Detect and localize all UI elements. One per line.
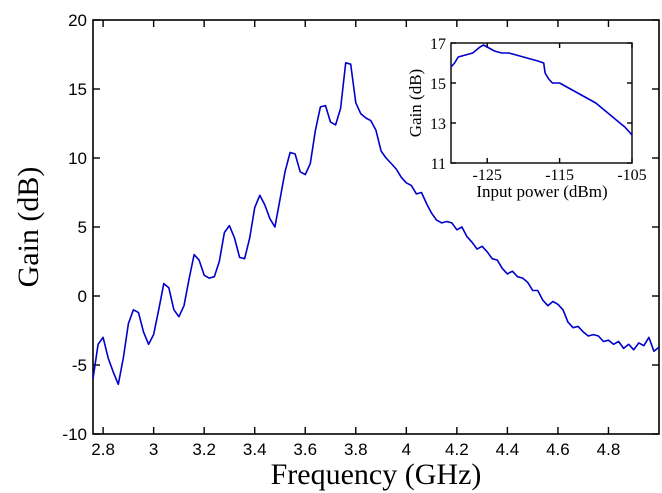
inset-tick-group (451, 42, 633, 164)
main-x-tick-label: 3.4 (243, 440, 267, 459)
main-x-axis-label: Frequency (GHz) (271, 458, 482, 491)
inset-chart: -125 -115 -105 11 13 15 17 Input power (dBm) G… (406, 36, 647, 201)
main-y-axis-label: Gain (dB) (12, 167, 45, 288)
main-x-tick-label: 4.4 (496, 440, 520, 459)
inset-y-tick-label: 17 (430, 36, 446, 53)
main-y-tick-label: 5 (78, 218, 87, 237)
main-y-tick-label: -5 (72, 356, 87, 375)
main-y-tick-label: 15 (68, 80, 87, 99)
main-y-tick-label: 10 (68, 149, 87, 168)
inset-y-tick-label: 11 (431, 156, 446, 173)
inset-series-line (450, 44, 633, 136)
main-series-line (92, 61, 660, 386)
inset-x-axis-label: Input power (dBm) (476, 182, 607, 201)
main-x-tick-label: 3.6 (293, 440, 317, 459)
main-x-tick-label: 4.6 (546, 440, 570, 459)
inset-y-tick-label: 13 (430, 116, 446, 133)
main-x-tick-label: 4.2 (445, 440, 469, 459)
inset-x-tick-label: -115 (545, 167, 574, 184)
main-x-tick-label: 3.8 (344, 440, 368, 459)
main-x-tick-label: 4.8 (597, 440, 621, 459)
inset-x-tick-label: -105 (617, 167, 646, 184)
main-x-tick-label: 3 (149, 440, 158, 459)
inset-y-axis-label: Gain (dB) (406, 69, 425, 137)
main-tick-label-group: 2.8 3 3.2 3.4 3.6 3.8 4 4.2 4.4 4.6 4.8 -10 -5 0 5 10 15… (62, 11, 620, 459)
main-y-tick-label: 0 (78, 287, 87, 306)
main-y-tick-label: -10 (62, 425, 87, 444)
main-y-tick-label: 20 (68, 11, 87, 30)
main-x-tick-label: 3.2 (192, 440, 216, 459)
main-x-tick-label: 4 (402, 440, 411, 459)
main-tick-group (93, 19, 659, 435)
inset-tick-label-group: -125 -115 -105 11 13 15 17 (430, 36, 647, 184)
inset-x-tick-label: -125 (473, 167, 502, 184)
inset-y-tick-label: 15 (430, 76, 446, 93)
main-chart: 2.8 3 3.2 3.4 3.6 3.8 4 4.2 4.4 4.6 4.8 -10 -5 0 5 10 15… (12, 11, 660, 491)
main-x-tick-label: 2.8 (91, 440, 115, 459)
inset-plot-frame (450, 42, 633, 164)
